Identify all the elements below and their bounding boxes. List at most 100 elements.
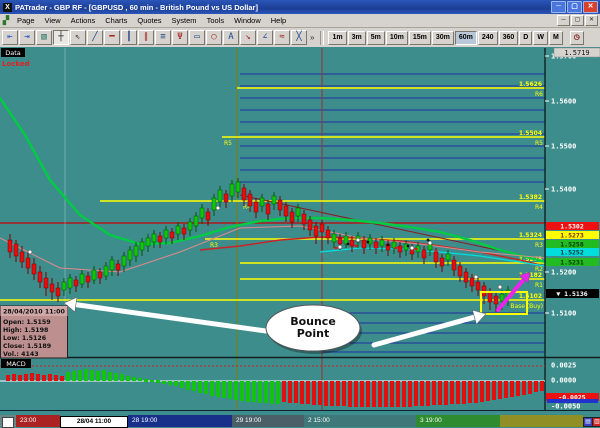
menu-actions[interactable]: Actions [70, 16, 96, 25]
horizontal-line-icon[interactable]: ━ [104, 30, 120, 45]
svg-text:1.5231: 1.5231 [560, 259, 584, 267]
chart-menu-icon: ▞ [2, 16, 10, 25]
timeframe-w[interactable]: W [533, 30, 548, 45]
trendline-icon[interactable]: ╱ [87, 30, 103, 45]
timeframe-5m[interactable]: 5m [366, 30, 385, 45]
close-button[interactable]: ✕ [583, 1, 598, 13]
window-title: PATrader - GBP RF - [GBPUSD , 60 min - B… [15, 2, 258, 12]
menu-help[interactable]: Help [270, 16, 287, 25]
timeframe-360[interactable]: 360 [498, 30, 519, 45]
text-label-icon[interactable]: A [223, 30, 239, 45]
time-axis-segment [232, 415, 304, 427]
candlesticks [7, 178, 511, 312]
svg-text:Bounce: Bounce [290, 315, 336, 328]
svg-text:1.5719: 1.5719 [564, 49, 589, 57]
svg-text:0.0000: 0.0000 [551, 377, 576, 385]
scroll-start-icon[interactable]: ⇤ [2, 30, 18, 45]
svg-text:1.5382: 1.5382 [519, 194, 542, 201]
trendline [239, 194, 521, 256]
cursor-time-box: 28/04 11:00 [60, 416, 128, 428]
timeframe-30m[interactable]: 30m [431, 30, 454, 45]
menu-charts[interactable]: Charts [105, 16, 128, 25]
angle-line-icon[interactable]: ∠ [257, 30, 273, 45]
cyan-ma-line [319, 247, 546, 267]
svg-text:R5: R5 [535, 140, 543, 147]
toolbar: ⇤ ⇥ ▧ ┼ ⇖ ╱ ━ ┃ ∥ ≡ Ψ ▭ ○ A ↘ ∠ ≈ ╳ » 1m 3m 5m 10m 15m 30m 60m 2… [0, 28, 600, 47]
price-chart[interactable]: 1.5626 R6 1.5504 R5 1.5382 R4 1.5324 R3 1.5278 R2… [0, 47, 600, 410]
wave-icon[interactable]: ≈ [274, 30, 290, 45]
projection-arrow [496, 271, 531, 312]
window-controls: ─ ▢ ✕ [551, 1, 598, 13]
pitchfork-icon[interactable]: Ψ [172, 30, 188, 45]
timeframe-240[interactable]: 240 [477, 30, 498, 45]
maximize-button[interactable]: ▢ [567, 1, 582, 13]
svg-text:0.0025: 0.0025 [551, 362, 576, 370]
child-minimize-button[interactable]: ─ [557, 15, 570, 26]
svg-text:R2: R2 [535, 266, 543, 273]
chart-mode-icon[interactable]: ▧ [36, 30, 52, 45]
vertical-line-icon[interactable]: ┃ [121, 30, 137, 45]
menu-system[interactable]: System [171, 16, 197, 25]
svg-text:1.5102: 1.5102 [519, 293, 542, 300]
arrow-mark-icon[interactable]: ↘ [240, 30, 256, 45]
bounce-highlight-box [480, 291, 528, 315]
menu-view[interactable]: View [44, 16, 61, 25]
svg-text:1.5182: 1.5182 [519, 272, 542, 279]
menu-tools[interactable]: Tools [206, 16, 225, 25]
time-axis-label: 29 19:00 [236, 417, 262, 424]
svg-text:1.5400: 1.5400 [551, 186, 576, 194]
child-restore-button[interactable]: ▢ [571, 15, 584, 26]
timeframe-10m[interactable]: 10m [385, 30, 408, 45]
timeframe-1m[interactable]: 1m [328, 30, 347, 45]
timeframe-m[interactable]: M [548, 30, 563, 45]
timeframe-3m[interactable]: 3m [347, 30, 366, 45]
toolbar-overflow-icon[interactable]: » [310, 33, 315, 42]
child-close-button[interactable]: ✕ [585, 15, 598, 26]
time-axis-label: 2 15:00 [308, 417, 330, 424]
gann-fan-icon[interactable]: ╳ [291, 30, 307, 45]
svg-text:-0.0050: -0.0050 [551, 403, 581, 411]
time-axis-label: 28 19:00 [132, 417, 158, 424]
menu-window[interactable]: Window [234, 16, 261, 25]
svg-text:Data: Data [5, 49, 21, 57]
pane-header: Data Locked [1, 48, 30, 68]
macd-header: MACD [1, 359, 31, 368]
ellipse-icon[interactable]: ○ [206, 30, 222, 45]
svg-text:1.5500: 1.5500 [551, 143, 576, 151]
svg-text:1.5626: 1.5626 [519, 81, 542, 88]
menu-page[interactable]: Page [17, 16, 35, 25]
menu-quotes[interactable]: Quotes [137, 16, 162, 25]
scroll-end-icon[interactable]: ⇥ [19, 30, 35, 45]
timeframe-60m[interactable]: 60m [454, 30, 477, 45]
rectangle-icon[interactable]: ▭ [189, 30, 205, 45]
macd-bars [6, 369, 544, 407]
timeframe-15m[interactable]: 15m [408, 30, 431, 45]
bounce-box [480, 291, 528, 315]
pointer-icon[interactable]: ⇖ [70, 30, 86, 45]
parallel-channel-icon[interactable]: ∥ [138, 30, 154, 45]
fibonacci-retracement-icon[interactable]: ≡ [155, 30, 171, 45]
svg-text:Vol.: 4143: Vol.: 4143 [3, 351, 39, 358]
macd-axis: 0.0025 0.0000 -0.0050-0.0025 [546, 362, 599, 411]
timeframe-d[interactable]: D [519, 30, 533, 45]
svg-text:R4: R4 [243, 204, 251, 211]
svg-text:R3: R3 [210, 242, 218, 249]
alert-view-icon[interactable]: ▥ [592, 417, 600, 427]
crosshair-icon[interactable]: ┼ [53, 30, 69, 45]
svg-text:Locked: Locked [2, 60, 30, 68]
svg-text:1.5504: 1.5504 [519, 130, 542, 137]
svg-text:28/04/2010 11:00: 28/04/2010 11:00 [3, 309, 66, 316]
bounce-arrow-right [371, 309, 487, 348]
svg-text:High: 1.5198: High: 1.5198 [3, 327, 48, 334]
svg-text:Close: 1.5189: Close: 1.5189 [3, 343, 51, 350]
svg-text:R3: R3 [535, 242, 543, 249]
session-clock-icon[interactable]: ◷ [569, 30, 584, 45]
title-bar: X PATrader - GBP RF - [GBPUSD , 60 min -… [0, 0, 600, 14]
moving-averages [0, 97, 546, 273]
timeframe-buttons: 1m 3m 5m 10m 15m 30m 60m 240 360 D W M ◷ [328, 30, 584, 45]
svg-text:1.5324: 1.5324 [519, 232, 542, 239]
minimize-button[interactable]: ─ [551, 1, 566, 13]
price-axis: 1.57001.56001.55001.54001.52001.51001.53… [544, 47, 600, 410]
